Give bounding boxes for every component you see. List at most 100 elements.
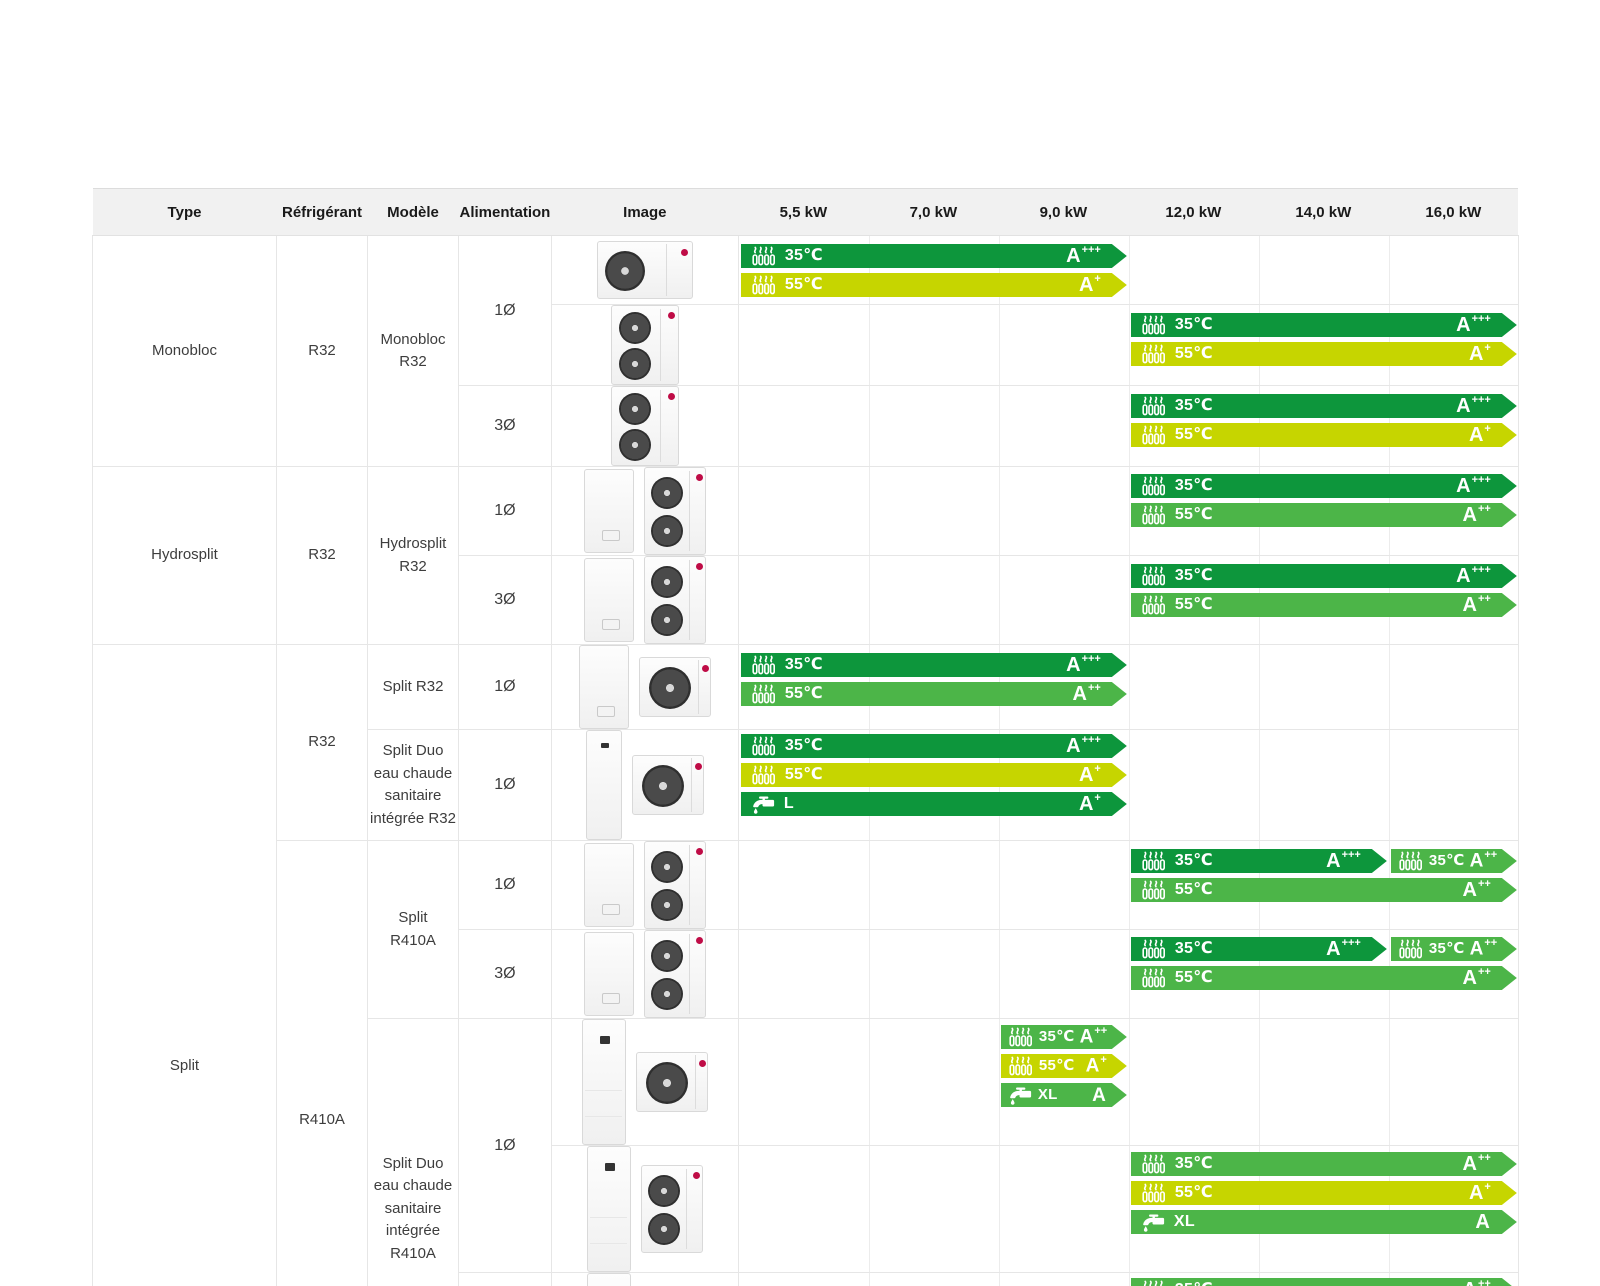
fan-icon bbox=[650, 477, 683, 509]
column-gridline bbox=[998, 305, 1000, 385]
lg-logo-dot bbox=[695, 563, 703, 570]
fan-icon bbox=[650, 515, 683, 547]
radiator-icon bbox=[1140, 1181, 1167, 1205]
cell-model: Split R32 bbox=[367, 644, 459, 730]
vent-detail bbox=[601, 619, 620, 630]
column-gridline bbox=[1128, 556, 1130, 644]
heating-rating-bar-35℃: 35℃ A+++ bbox=[1131, 937, 1387, 961]
energy-rating-label: A+++ bbox=[1066, 653, 1101, 676]
table-row: Split Duo eau chaude sanitaire intégrée … bbox=[93, 729, 1519, 841]
cell-type: Split bbox=[92, 644, 277, 1286]
outdoor-dual-image bbox=[640, 1165, 703, 1253]
fan-icon bbox=[618, 312, 651, 344]
cell-ratings: 35℃ A++ 55℃ A+ XL A bbox=[737, 1145, 1519, 1273]
bar-label: 35℃ bbox=[1174, 477, 1213, 494]
column-gridline bbox=[1388, 236, 1390, 304]
lg-logo-dot bbox=[694, 763, 702, 770]
column-gridline bbox=[868, 467, 870, 555]
energy-rating-label: A+++ bbox=[1066, 734, 1101, 757]
bar-label: 55℃ bbox=[784, 276, 823, 293]
column-header-16-0-kw: 16,0 kW bbox=[1388, 188, 1519, 236]
cell-refrigerant: R410A bbox=[276, 840, 368, 1286]
energy-rating-label: A+ bbox=[1078, 763, 1101, 786]
table-row: 3Ø 35℃ A+++ 55℃ A++ bbox=[93, 555, 1519, 645]
bar-label: 35℃ bbox=[1174, 852, 1213, 869]
column-header-image: Image bbox=[551, 188, 739, 236]
lg-logo-dot bbox=[695, 848, 703, 855]
radiator-icon bbox=[1140, 593, 1167, 617]
column-gridline bbox=[998, 236, 1000, 304]
cell-image bbox=[550, 729, 739, 841]
heating-rating-bar-35℃: 35℃ A+++ bbox=[1131, 394, 1517, 418]
fan-icon bbox=[650, 978, 683, 1010]
bar-label: XL bbox=[1173, 1213, 1195, 1230]
vent-detail bbox=[601, 530, 620, 541]
column-gridline bbox=[1258, 730, 1260, 840]
lg-logo-dot bbox=[692, 1172, 700, 1179]
column-gridline bbox=[868, 1019, 870, 1145]
lg-logo-dot bbox=[667, 312, 675, 319]
cell-image bbox=[550, 555, 739, 645]
column-gridline bbox=[868, 556, 870, 644]
fan-icon bbox=[604, 251, 645, 291]
bar-label: 35℃ bbox=[1174, 1155, 1213, 1172]
product-images bbox=[552, 645, 738, 729]
energy-rating-label: A++ bbox=[1477, 1278, 1491, 1286]
column-gridline bbox=[868, 1273, 870, 1286]
radiator-icon bbox=[1140, 849, 1167, 873]
product-images bbox=[552, 305, 738, 385]
panel-divider bbox=[694, 1055, 696, 1109]
heat-pump-comparison-table: Type Réfrigérant Modèle Alimentation Image 5,… bbox=[92, 188, 1519, 1286]
cell-model: Split R410A bbox=[367, 840, 459, 1019]
column-header-type: Type bbox=[92, 188, 277, 236]
table-row: 35℃ A++ 55℃ A+ XL A bbox=[93, 1145, 1519, 1273]
bar-label: 35℃ bbox=[1428, 939, 1465, 957]
column-gridline bbox=[1258, 1146, 1260, 1272]
cell-power: 1Ø bbox=[458, 235, 552, 386]
lg-logo-dot bbox=[667, 393, 675, 400]
column-gridline bbox=[998, 1146, 1000, 1272]
heating-rating-bar-55℃: 55℃ A+ bbox=[1131, 342, 1517, 366]
lg-logo-dot bbox=[695, 937, 703, 944]
heating-rating-bar-35℃: 35℃ A+++ bbox=[741, 734, 1127, 758]
bar-label: 35℃ bbox=[1174, 397, 1213, 414]
product-rating-table-wrap: Type Réfrigérant Modèle Alimentation Image 5,… bbox=[92, 188, 1519, 1286]
bar-label: 35℃ bbox=[1428, 851, 1465, 869]
heating-rating-bar-35℃: 35℃ A+++ bbox=[741, 653, 1127, 677]
heating-rating-bar-35℃: 35℃ A+++ bbox=[741, 244, 1127, 268]
energy-rating-label: A+++ bbox=[1326, 937, 1361, 960]
control-panel-detail bbox=[604, 1163, 615, 1171]
column-gridline bbox=[998, 467, 1000, 555]
fan-icon bbox=[650, 604, 683, 636]
panel-divider bbox=[659, 390, 661, 462]
column-gridline bbox=[1128, 1273, 1130, 1286]
monobloc-single-image bbox=[596, 241, 693, 299]
energy-rating-label: A+ bbox=[1078, 273, 1101, 296]
fan-icon bbox=[648, 667, 691, 709]
fan-icon bbox=[647, 1175, 680, 1207]
radiator-icon bbox=[750, 682, 777, 706]
bar-label: 35℃ bbox=[1175, 1278, 1213, 1286]
column-gridline bbox=[1388, 645, 1390, 729]
fan-icon bbox=[618, 348, 651, 380]
product-images bbox=[552, 1019, 738, 1145]
faucet-icon bbox=[1007, 1083, 1033, 1107]
lg-logo-dot bbox=[698, 1060, 706, 1067]
lg-logo-dot bbox=[701, 665, 709, 672]
cell-power: 3Ø bbox=[458, 385, 552, 467]
column-gridline bbox=[1128, 1146, 1130, 1272]
column-gridline bbox=[868, 305, 870, 385]
column-gridline bbox=[998, 930, 1000, 1018]
energy-rating-label: A+++ bbox=[1066, 244, 1101, 267]
bar-label: 35℃ bbox=[1174, 940, 1213, 957]
column-header-9-0-kw: 9,0 kW bbox=[998, 188, 1129, 236]
cell-ratings: 35℃ A+++ 55℃ A++ bbox=[737, 466, 1519, 556]
heating-rating-bar-55℃: 55℃ A++ bbox=[1131, 503, 1517, 527]
panel-divider bbox=[688, 560, 690, 640]
radiator-icon bbox=[750, 273, 777, 297]
energy-rating-label: A+ bbox=[1085, 1054, 1107, 1077]
heating-rating-bar-55℃: 55℃ A++ bbox=[741, 682, 1127, 706]
cell-power: 3Ø bbox=[458, 929, 552, 1019]
